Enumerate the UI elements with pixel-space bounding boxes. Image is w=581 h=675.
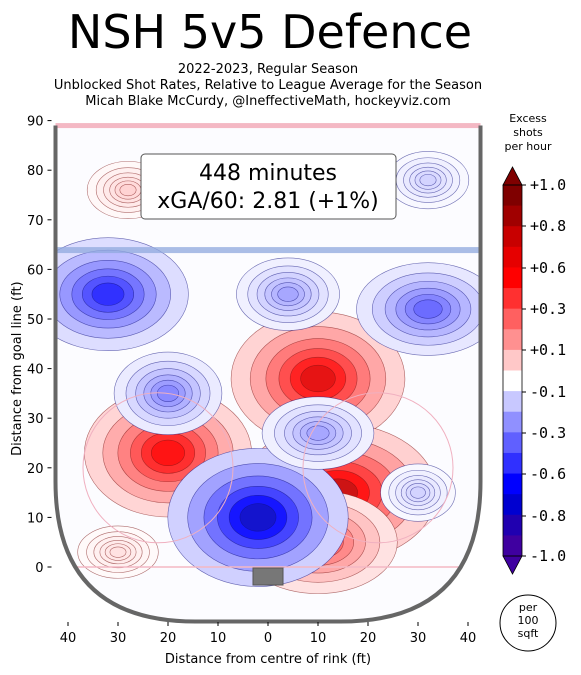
- colorbar-segment: [503, 205, 522, 227]
- colorbar: +1.0 +0.8 +0.6 +0.3 +0.1 -0.1 -0.3 -0.6 -0.8 -1.0…: [499, 112, 566, 652]
- x-tick-label: 30: [410, 631, 427, 646]
- x-tick-label: 0: [264, 631, 272, 646]
- x-tick-label: 30: [110, 631, 127, 646]
- axes: 40 30 20 10 0 10 20 30 40 0 10 20 30 40 50 60 70 80 90 Dist…: [10, 115, 476, 667]
- colorbar-frame: [502, 184, 523, 557]
- colorbar-bottom-arrow: [502, 555, 523, 575]
- y-tick-label: 40: [27, 363, 44, 378]
- faceoff-circle: [302, 392, 454, 544]
- unit-badge-line: sqft: [518, 627, 539, 640]
- colorbar-segment: [503, 452, 522, 475]
- colorbar-tick-label: +0.6: [530, 259, 566, 277]
- x-tick-label: 20: [160, 631, 177, 646]
- minutes-label: 448 minutes: [199, 161, 337, 186]
- unit-badge-line: 100: [518, 614, 539, 627]
- heat-hotspot: [55, 237, 189, 351]
- subtitle-season: 2022-2023, Regular Season: [177, 62, 359, 77]
- colorbar-segment: [503, 288, 522, 310]
- colorbar-tick-label: -0.6: [530, 465, 566, 483]
- colorbar-segment: [503, 432, 522, 454]
- colorbar-tick-label: +0.1: [530, 341, 566, 359]
- heat-hotspot: [77, 525, 159, 579]
- heat-hotspot: [380, 463, 456, 522]
- colorbar-tick-label: -1.0: [530, 547, 566, 565]
- x-tick-label: 10: [210, 631, 227, 646]
- colorbar-segment: [503, 514, 522, 536]
- y-tick-label: 50: [27, 313, 44, 328]
- boards: [53, 125, 483, 624]
- subtitle-author: Micah Blake McCurdy, @IneffectiveMath, h…: [85, 94, 451, 109]
- y-tick-label: 20: [27, 462, 44, 477]
- xga-label: xGA/60: 2.81 (+1%): [157, 189, 378, 214]
- colorbar-segment: [503, 267, 522, 289]
- colorbar-segment: [503, 185, 522, 207]
- y-tick-label: 60: [27, 263, 44, 278]
- centre-red-line: [55, 123, 481, 129]
- heat-hotspot: [386, 151, 470, 210]
- colorbar-title-line: per hour: [505, 140, 552, 153]
- subtitle-description: Unblocked Shot Rates, Relative to League…: [53, 78, 483, 93]
- heat-hotspot: [236, 257, 340, 331]
- goal-net: [252, 567, 284, 586]
- colorbar-title-line: Excess: [509, 112, 547, 125]
- colorbar-tick-label: +1.0: [530, 176, 566, 194]
- colorbar-tick-label: -0.8: [530, 507, 566, 525]
- x-axis-label: Distance from centre of rink (ft): [165, 652, 371, 667]
- colorbar-tick-label: -0.3: [530, 424, 566, 442]
- x-tick-label: 40: [460, 631, 477, 646]
- colorbar-segment: [503, 226, 522, 248]
- faceoff-circle: [82, 392, 234, 544]
- y-tick-label: 90: [27, 115, 44, 130]
- colorbar-segment: [503, 473, 522, 495]
- x-tick-label: 20: [360, 631, 377, 646]
- y-tick-label: 30: [27, 412, 44, 427]
- colorbar-segment: [503, 411, 522, 433]
- summary-box: 448 minutes xGA/60: 2.81 (+1%): [140, 153, 397, 220]
- colorbar-segment: [503, 349, 522, 371]
- colorbar-tick-label: +0.3: [530, 300, 566, 318]
- y-tick-label: 80: [27, 164, 44, 179]
- colorbar-segment: [503, 494, 522, 516]
- colorbar-segment: [503, 370, 522, 392]
- blue-line: [55, 247, 481, 254]
- x-tick-label: 40: [60, 631, 77, 646]
- colorbar-segment: [503, 308, 522, 330]
- y-tick-label: 70: [27, 214, 44, 229]
- y-tick-label: 0: [35, 561, 43, 576]
- colorbar-tick-label: -0.1: [530, 383, 566, 401]
- x-tick-label: 10: [310, 631, 327, 646]
- colorbar-title-line: shots: [513, 126, 543, 139]
- heat-hotspot: [356, 262, 481, 356]
- unit-badge-line: per: [519, 601, 538, 614]
- plot-area: [53, 123, 483, 624]
- colorbar-segment: [503, 246, 522, 268]
- chart-title: NSH 5v5 Defence: [67, 5, 473, 59]
- colorbar-top-arrow: [502, 166, 523, 186]
- colorbar-tick-label: +0.8: [530, 217, 566, 235]
- heat-hotspot: [261, 396, 375, 470]
- colorbar-segment: [503, 329, 522, 351]
- colorbar-segment: [503, 535, 522, 557]
- y-tick-label: 10: [27, 511, 44, 526]
- y-axis-label: Distance from goal line (ft): [10, 281, 25, 455]
- colorbar-segment: [503, 391, 522, 413]
- unit-badge: [499, 594, 557, 652]
- heat-hotspot: [167, 447, 349, 587]
